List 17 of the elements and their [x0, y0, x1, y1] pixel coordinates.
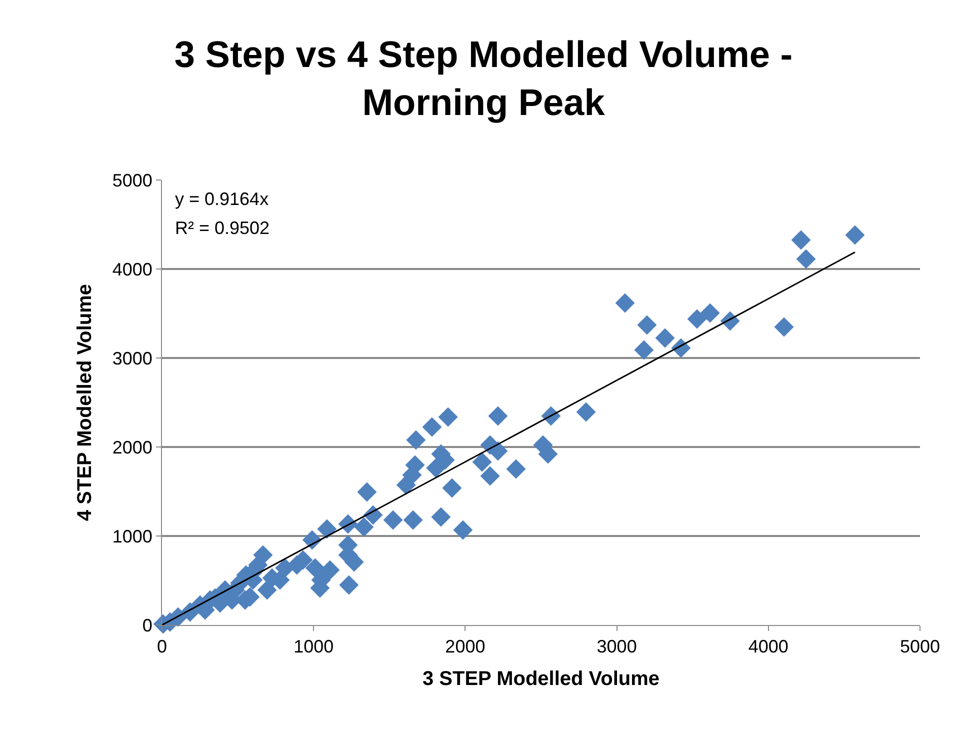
x-tick-label: 0	[156, 636, 168, 657]
y-tick-label: 4000	[112, 259, 152, 280]
x-tick-label: 5000	[900, 636, 940, 657]
x-tick-label: 4000	[748, 636, 788, 657]
chart-title: 3 Step vs 4 Step Modelled Volume - Morning Peak	[174, 34, 793, 124]
y-tick-label: 2000	[112, 437, 152, 458]
y-axis-title: 4 STEP Modelled Volume	[74, 284, 96, 522]
x-axis-title: 3 STEP Modelled Volume	[422, 668, 660, 690]
x-tick-label: 1000	[294, 636, 334, 657]
x-tick-label: 3000	[596, 636, 637, 657]
annotation: y = 0.9164x	[175, 189, 269, 209]
y-tick-label: 5000	[112, 170, 152, 190]
annotation: R² = 0.9502	[175, 218, 270, 238]
y-tick-label: 3000	[112, 348, 152, 368]
y-tick-label: 0	[142, 615, 152, 636]
y-tick-label: 1000	[112, 526, 152, 546]
x-tick-label: 2000	[445, 636, 486, 657]
